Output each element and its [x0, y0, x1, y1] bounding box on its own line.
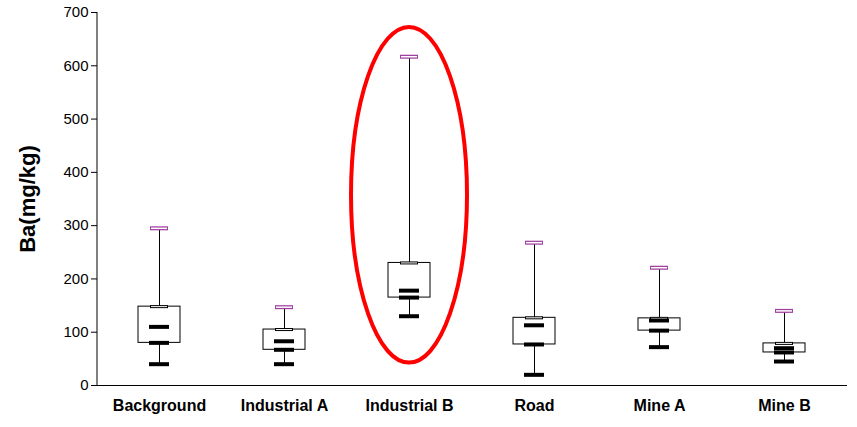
svg-text:600: 600: [63, 57, 88, 74]
svg-text:Background: Background: [113, 397, 206, 414]
svg-text:700: 700: [63, 3, 88, 20]
svg-text:Ba(mg/kg): Ba(mg/kg): [15, 145, 40, 253]
svg-text:Mine A: Mine A: [634, 397, 686, 414]
svg-text:200: 200: [63, 270, 88, 287]
svg-text:500: 500: [63, 110, 88, 127]
svg-text:Industrial B: Industrial B: [365, 397, 453, 414]
svg-text:100: 100: [63, 323, 88, 340]
svg-text:400: 400: [63, 163, 88, 180]
svg-text:Road: Road: [515, 397, 555, 414]
svg-text:0: 0: [80, 376, 88, 393]
svg-text:Mine B: Mine B: [758, 397, 810, 414]
svg-text:Industrial A: Industrial A: [241, 397, 329, 414]
svg-text:300: 300: [63, 216, 88, 233]
